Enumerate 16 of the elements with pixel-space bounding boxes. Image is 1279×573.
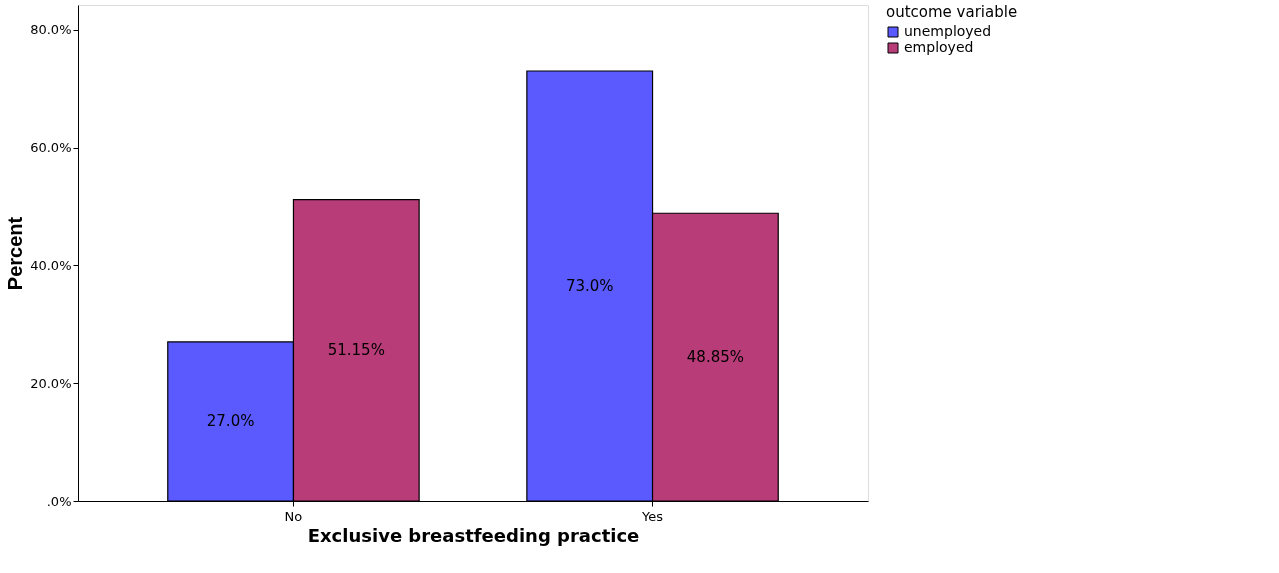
x-tick-label: No <box>284 508 303 524</box>
y-tick-label: 40.0% <box>30 257 72 273</box>
x-tick-label: Yes <box>641 508 664 524</box>
data-label: 51.15% <box>327 341 385 360</box>
legend-title: outcome variable <box>886 3 1018 21</box>
data-label: 27.0% <box>206 412 255 431</box>
legend-label: employed <box>904 39 974 55</box>
data-label: 48.85% <box>686 348 744 367</box>
y-axis-title: Percent <box>4 216 27 291</box>
legend-label: unemployed <box>904 23 992 39</box>
x-axis-title: Exclusive breastfeeding practice <box>307 524 640 546</box>
y-tick-label: 80.0% <box>30 22 72 38</box>
y-tick-label: 60.0% <box>30 140 72 156</box>
y-tick-label: .0% <box>46 493 72 509</box>
data-label: 73.0% <box>565 276 614 295</box>
y-tick-label: 20.0% <box>30 375 72 391</box>
